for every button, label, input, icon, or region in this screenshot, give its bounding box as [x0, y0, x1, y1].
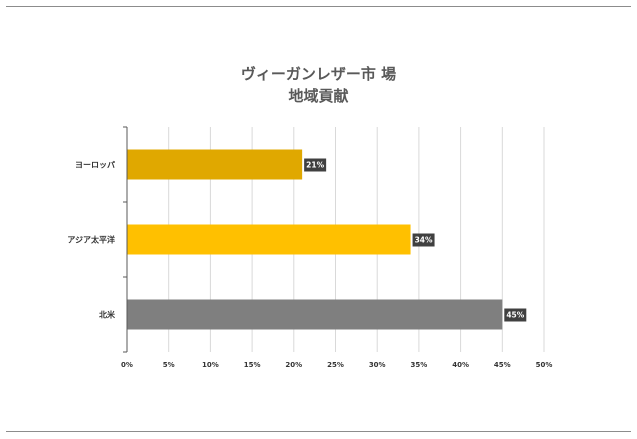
- x-tick-label: 45%: [494, 361, 511, 369]
- x-tick-label: 50%: [536, 361, 553, 369]
- x-tick-label: 20%: [285, 361, 302, 369]
- x-tick-label: 10%: [202, 361, 219, 369]
- axes: [123, 126, 128, 353]
- data-label: 21%: [306, 161, 324, 170]
- x-tick-label: 15%: [244, 361, 261, 369]
- category-label: ヨーロッパ: [75, 160, 115, 170]
- top-divider: [6, 6, 631, 7]
- x-tick-label: 35%: [411, 361, 428, 369]
- bar: [127, 224, 411, 255]
- labels: 0% 5% 10% 15% 20% 25% 30% 35% 40% 45% 50% ヨーロッパ 21% ア…: [67, 158, 553, 369]
- chart-title-line-2: 地域貢献: [288, 87, 349, 105]
- data-label: 34%: [415, 236, 433, 245]
- category-label: アジア太平洋: [67, 235, 115, 245]
- data-label-box: [504, 308, 527, 322]
- data-label-box: [304, 158, 327, 172]
- category-label: 北米: [99, 310, 116, 320]
- chart-title-line-1: ヴィーガンレザー市 場: [240, 65, 397, 83]
- x-tick-label: 25%: [327, 361, 344, 369]
- bar: [127, 299, 503, 330]
- x-tick-label: 30%: [369, 361, 386, 369]
- bottom-divider: [6, 431, 631, 432]
- data-label-box: [412, 233, 435, 247]
- bar: [127, 149, 303, 180]
- x-tick-label: 0%: [121, 361, 133, 369]
- x-tick-label: 5%: [163, 361, 175, 369]
- bars: [127, 149, 503, 330]
- data-label: 45%: [506, 311, 524, 320]
- x-tick-label: 40%: [452, 361, 469, 369]
